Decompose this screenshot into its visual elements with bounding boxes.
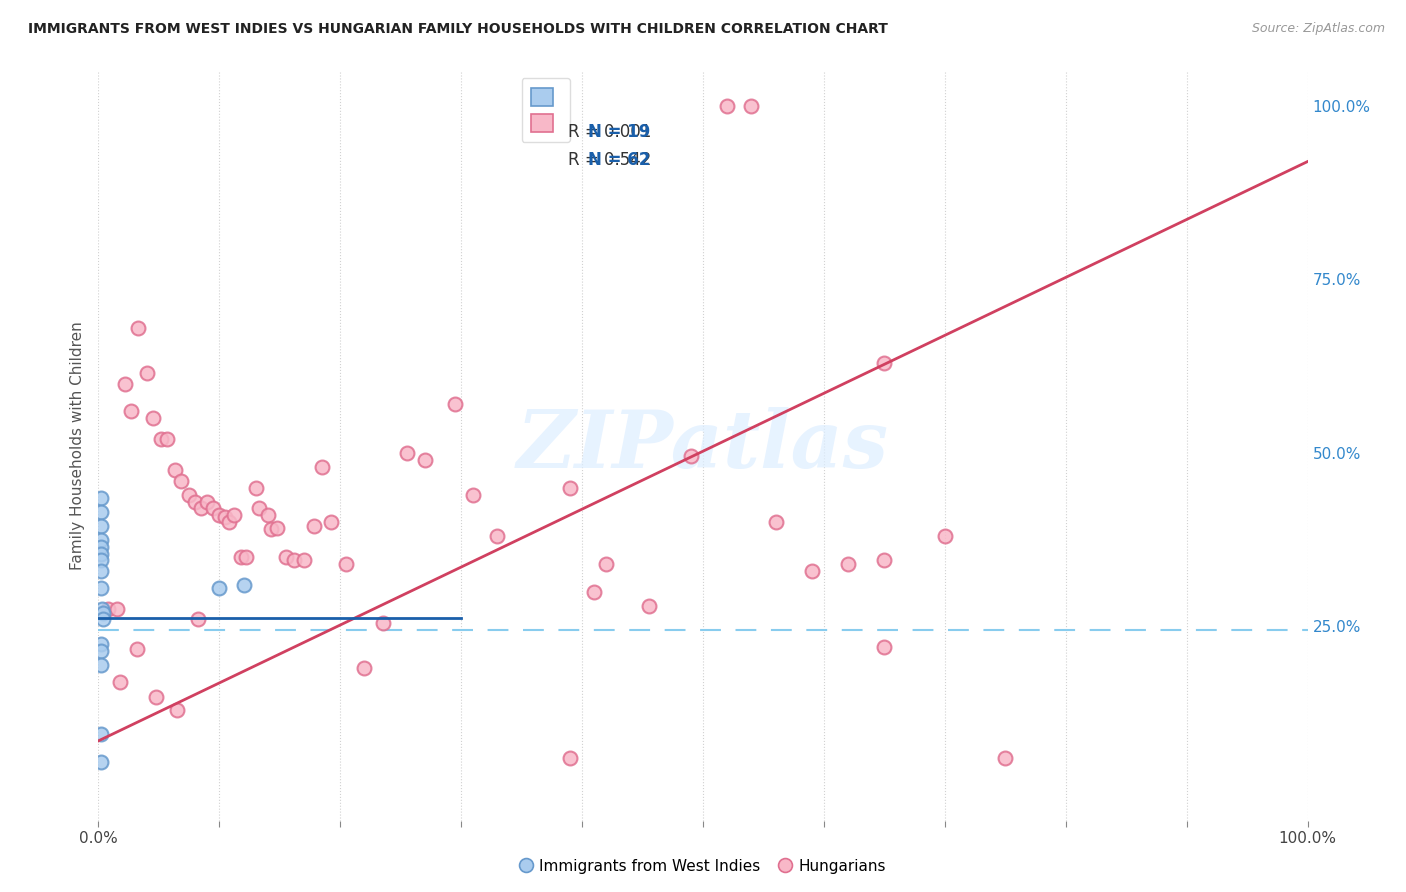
Point bbox=[179, 487, 201, 501]
Point bbox=[187, 612, 209, 626]
Point bbox=[90, 518, 112, 533]
Point bbox=[256, 508, 278, 523]
Point bbox=[353, 661, 375, 675]
Point bbox=[97, 602, 120, 616]
Point bbox=[873, 553, 896, 567]
Point bbox=[90, 564, 112, 578]
Y-axis label: Family Households with Children: Family Households with Children bbox=[69, 322, 84, 570]
Point bbox=[637, 599, 659, 613]
Point bbox=[169, 474, 191, 488]
Point bbox=[90, 643, 112, 657]
Point bbox=[292, 553, 315, 567]
Point bbox=[90, 553, 112, 567]
Point bbox=[595, 557, 617, 571]
Point bbox=[444, 397, 467, 411]
Point bbox=[873, 356, 896, 370]
Point bbox=[208, 508, 231, 523]
Point bbox=[716, 99, 738, 113]
Text: N = 19: N = 19 bbox=[588, 123, 650, 141]
Point bbox=[208, 581, 231, 595]
Point bbox=[90, 533, 112, 547]
Point bbox=[558, 481, 581, 495]
Point bbox=[91, 602, 114, 616]
Point bbox=[266, 521, 288, 535]
Point bbox=[679, 450, 702, 464]
Point bbox=[837, 557, 859, 571]
Point bbox=[90, 727, 112, 741]
Point bbox=[463, 487, 485, 501]
Point bbox=[395, 446, 418, 460]
Point bbox=[90, 547, 112, 561]
Point bbox=[90, 491, 112, 505]
Text: IMMIGRANTS FROM WEST INDIES VS HUNGARIAN FAMILY HOUSEHOLDS WITH CHILDREN CORRELA: IMMIGRANTS FROM WEST INDIES VS HUNGARIAN… bbox=[28, 22, 889, 37]
Point bbox=[184, 494, 207, 508]
Point bbox=[163, 463, 186, 477]
Point bbox=[127, 321, 149, 335]
Point bbox=[229, 549, 252, 564]
Point bbox=[335, 557, 357, 571]
Point bbox=[222, 508, 245, 523]
Point bbox=[302, 518, 325, 533]
Point bbox=[120, 404, 142, 418]
Point bbox=[765, 516, 787, 530]
Point bbox=[90, 505, 112, 519]
Point bbox=[934, 529, 956, 543]
Point bbox=[247, 501, 270, 516]
Text: R = 0.542: R = 0.542 bbox=[568, 151, 651, 169]
Point bbox=[91, 612, 114, 626]
Point bbox=[558, 751, 581, 765]
Point bbox=[135, 366, 157, 380]
Point bbox=[145, 690, 167, 705]
Point bbox=[311, 459, 333, 474]
Point bbox=[150, 432, 173, 446]
Point bbox=[235, 549, 257, 564]
Point bbox=[245, 481, 267, 495]
Point bbox=[90, 755, 112, 769]
Point bbox=[873, 640, 896, 655]
Point bbox=[214, 509, 236, 524]
Point bbox=[274, 549, 297, 564]
Point bbox=[260, 522, 283, 536]
Text: N = 62: N = 62 bbox=[588, 151, 650, 169]
Point bbox=[283, 553, 305, 567]
Point bbox=[583, 584, 606, 599]
Point bbox=[218, 516, 240, 530]
Text: Source: ZipAtlas.com: Source: ZipAtlas.com bbox=[1251, 22, 1385, 36]
Point bbox=[91, 606, 114, 620]
Point bbox=[90, 637, 112, 651]
Point bbox=[800, 564, 823, 578]
Point bbox=[486, 529, 509, 543]
Point bbox=[740, 99, 762, 113]
Point bbox=[202, 501, 225, 516]
Point bbox=[108, 674, 131, 689]
Point bbox=[142, 411, 165, 425]
Point bbox=[190, 501, 212, 516]
Point bbox=[105, 602, 128, 616]
Legend: , : , bbox=[522, 78, 569, 142]
Point bbox=[994, 751, 1017, 765]
Text: R = 0.001: R = 0.001 bbox=[568, 123, 651, 141]
Point bbox=[371, 615, 394, 630]
Point bbox=[90, 581, 112, 595]
Point bbox=[114, 376, 136, 391]
Point bbox=[413, 453, 436, 467]
Point bbox=[90, 540, 112, 554]
Point bbox=[127, 641, 149, 656]
Point bbox=[156, 432, 179, 446]
Point bbox=[166, 703, 188, 717]
Point bbox=[90, 657, 112, 672]
Point bbox=[195, 494, 218, 508]
Text: ZIPatlas: ZIPatlas bbox=[517, 408, 889, 484]
Point bbox=[232, 578, 254, 592]
Point bbox=[319, 516, 342, 530]
Legend: Immigrants from West Indies, Hungarians: Immigrants from West Indies, Hungarians bbox=[513, 853, 893, 880]
